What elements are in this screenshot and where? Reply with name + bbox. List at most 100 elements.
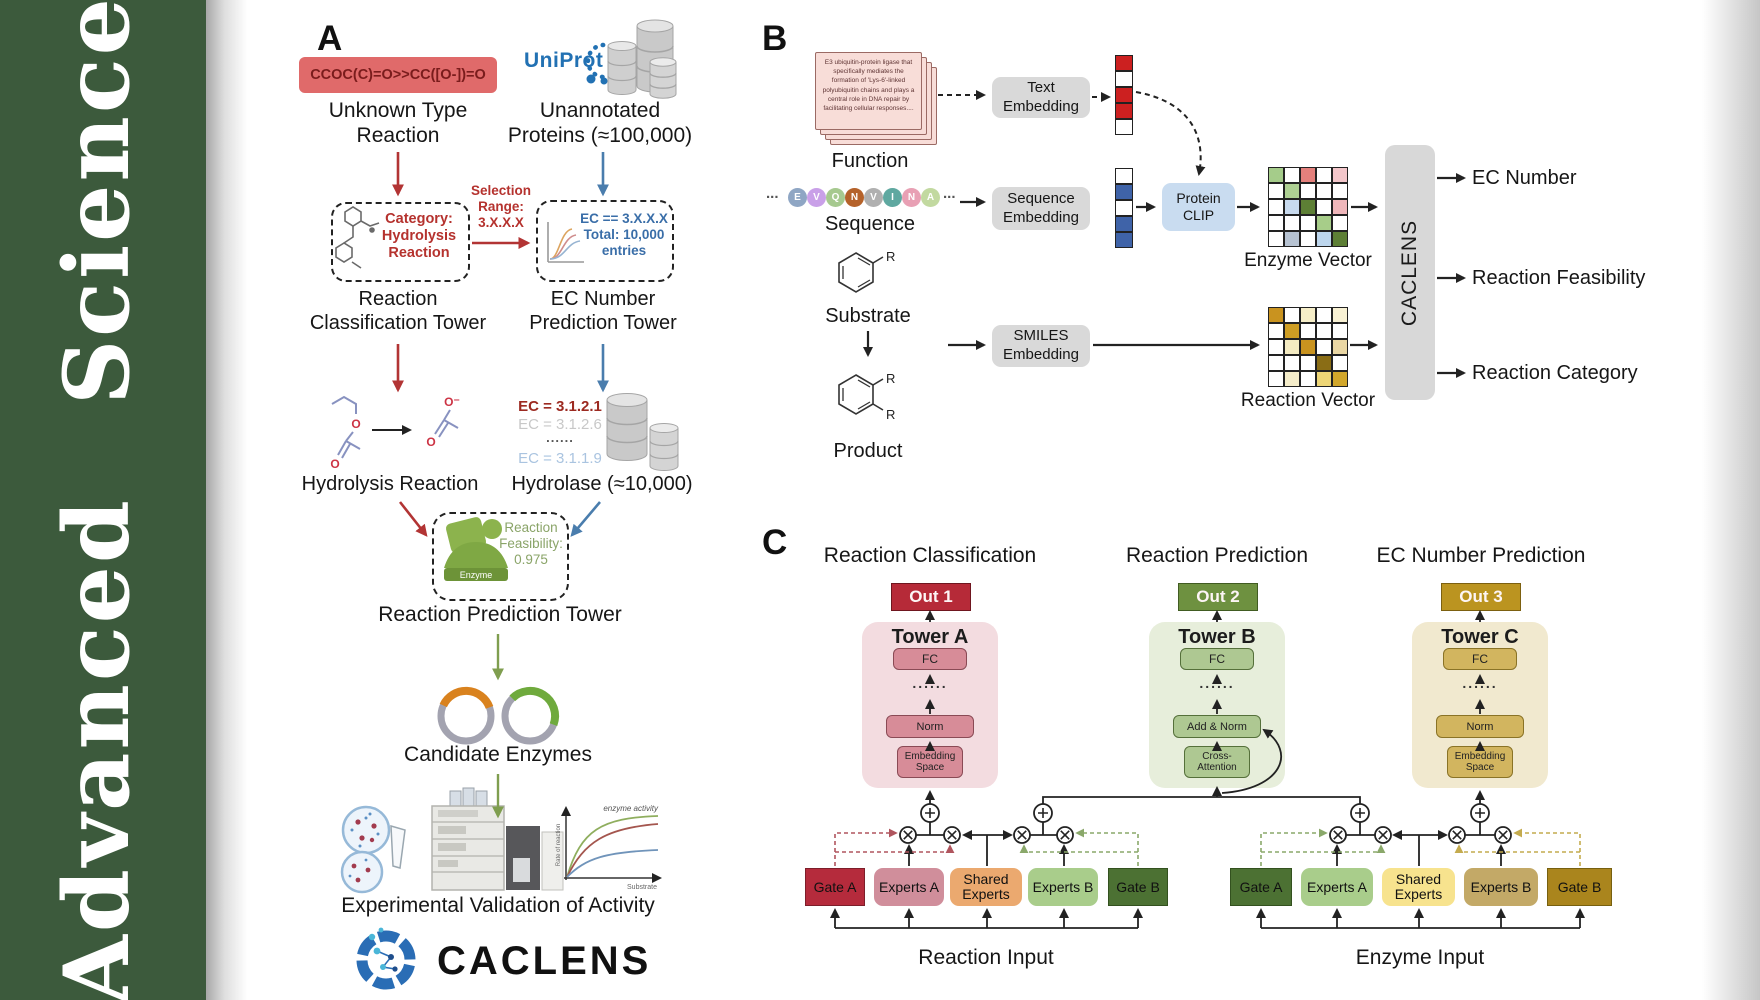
tower-b-fc-block: FC xyxy=(1180,648,1254,670)
out3-label: Out 3 xyxy=(1459,587,1503,606)
tower1-line1: Reaction xyxy=(358,288,438,310)
vector-cell xyxy=(1115,103,1133,119)
vector-cell xyxy=(1332,215,1348,231)
function-label: Function xyxy=(831,150,909,172)
vector-cell xyxy=(1316,339,1332,355)
svg-text:O: O xyxy=(351,417,360,431)
smiles-embedding-line2: Embedding xyxy=(1003,346,1079,363)
text-embedding-line2: Embedding xyxy=(1003,97,1079,115)
caclens-logo-icon xyxy=(356,927,416,990)
unknown-reaction-line2: Reaction xyxy=(356,123,440,147)
vector-cell xyxy=(1268,215,1284,231)
petri-dish-icons xyxy=(340,805,406,894)
enzyme-vector-label: Enzyme Vector xyxy=(1244,250,1372,271)
left-experts-b-box: Experts B xyxy=(1028,868,1098,906)
vector-cell xyxy=(1268,371,1284,387)
tower1-line2: Classification Tower xyxy=(309,311,487,334)
right-experts-b-box: Experts B xyxy=(1464,868,1538,906)
tower-b-crossattention-block: Cross-Attention xyxy=(1184,746,1250,778)
page-edge-shadow xyxy=(1702,0,1760,1000)
tower-a-norm-block: Norm xyxy=(886,715,974,738)
ec-selection-text: EC == 3.X.X.X Total: 10,000 entries xyxy=(580,211,668,259)
vector-cell xyxy=(1268,183,1284,199)
vector-cell xyxy=(1115,55,1133,71)
right-shared-experts-label: Shared Experts xyxy=(1394,871,1443,902)
hplc-instrument-icon xyxy=(431,787,564,891)
feasibility-line3: 0.975 xyxy=(514,551,548,567)
tower-a-dots: ...... xyxy=(912,675,948,691)
vector-cell xyxy=(1300,307,1316,323)
journal-sidebar xyxy=(0,0,206,1000)
residue-circle: I xyxy=(883,188,902,207)
smiles-embedding-line1: SMILES xyxy=(1013,327,1069,345)
vector-cell xyxy=(1268,231,1284,247)
ec-selection-box xyxy=(536,200,674,282)
vector-cell xyxy=(1284,355,1300,371)
right-experts-a-box: Experts A xyxy=(1301,868,1373,906)
vector-cell xyxy=(1316,199,1332,215)
out3-box: Out 3 xyxy=(1441,583,1521,611)
tower-b-dots: ...... xyxy=(1199,675,1235,691)
vector-cell xyxy=(1316,183,1332,199)
panel-b-arrows xyxy=(863,90,1466,378)
panel-a-label: A xyxy=(317,19,343,58)
tower-b-title: Tower B xyxy=(1178,626,1256,648)
enzyme-input-label: Enzyme Input xyxy=(1355,946,1485,969)
tower-a: Tower A FC ...... Norm Embedding Space xyxy=(862,622,998,788)
tower2-line1: EC Number xyxy=(550,288,656,310)
sequence-ellipsis-right: ... xyxy=(943,185,956,202)
vector-cell xyxy=(1268,339,1284,355)
feasibility-line1: Reaction xyxy=(504,520,558,535)
vector-cell xyxy=(1300,355,1316,371)
tower-c-embedding-block: Embedding Space xyxy=(1447,746,1513,778)
vector-cell xyxy=(1284,199,1300,215)
vector-cell xyxy=(1316,231,1332,247)
vector-cell xyxy=(1332,167,1348,183)
tower-a-title: Tower A xyxy=(891,626,969,648)
vector-cell xyxy=(1332,231,1348,247)
panel-c-mix-nodes xyxy=(899,803,1512,844)
vector-cell xyxy=(1300,199,1316,215)
enzyme-activity-plot-icon: enzyme activity Rate of reaction Substra… xyxy=(556,804,662,891)
sequence-embedding-line1: Sequence xyxy=(1007,189,1075,207)
residue-circle: N xyxy=(902,188,921,207)
vector-cell xyxy=(1300,231,1316,247)
reaction-vector-label: Reaction Vector xyxy=(1240,390,1376,411)
left-gate-a-box: Gate A xyxy=(805,868,865,906)
vector-cell xyxy=(1316,355,1332,371)
title-ec-number-prediction: EC Number Prediction xyxy=(1376,544,1586,567)
vector-cell xyxy=(1284,323,1300,339)
vector-cell xyxy=(1300,215,1316,231)
vector-cell xyxy=(1284,307,1300,323)
function-card: E3 ubiquitin-protein ligase that specifi… xyxy=(815,52,922,130)
category-hydrolysis-label: Category: Hydrolysis Reaction xyxy=(382,211,456,262)
vector-cell xyxy=(1300,183,1316,199)
category-line2: Hydrolysis xyxy=(381,228,457,245)
caclens-module-bar: CACLENS xyxy=(1385,145,1435,400)
sequence-label: Sequence xyxy=(824,213,916,235)
output-reaction-category: Reaction Category xyxy=(1472,362,1638,384)
smiles-text: CCOC(C)=O>>CC([O-])=O xyxy=(310,67,486,83)
vector-cell xyxy=(1332,371,1348,387)
vector-cell xyxy=(1300,339,1316,355)
ec-result-2: EC = 3.1.2.6 xyxy=(518,416,602,433)
caclens-logo-text: CACLENS xyxy=(437,939,652,983)
product-r1-label: R xyxy=(886,371,895,386)
svg-text:O⁻: O⁻ xyxy=(444,395,460,409)
protein-clip-line2: CLIP xyxy=(1182,207,1215,223)
journal-title: Advanced Science xyxy=(44,0,150,1000)
reaction-input-label: Reaction Input xyxy=(918,946,1054,969)
left-gate-b-label: Gate B xyxy=(1116,878,1160,895)
ec-result-1: EC = 3.1.2.1 xyxy=(518,398,602,415)
unknown-reaction-label: Unknown Type Reaction xyxy=(329,99,468,149)
protein-clip-box: Protein CLIP xyxy=(1162,183,1235,231)
vector-cell xyxy=(1332,339,1348,355)
text-embedding-line1: Text xyxy=(1027,78,1055,96)
vector-cell xyxy=(1268,199,1284,215)
ec-result-dots: ...... xyxy=(546,430,574,445)
vector-cell xyxy=(1316,307,1332,323)
ester-molecule-icon: O O xyxy=(330,395,361,471)
tower-a-embedding-block: Embedding Space xyxy=(897,746,963,778)
